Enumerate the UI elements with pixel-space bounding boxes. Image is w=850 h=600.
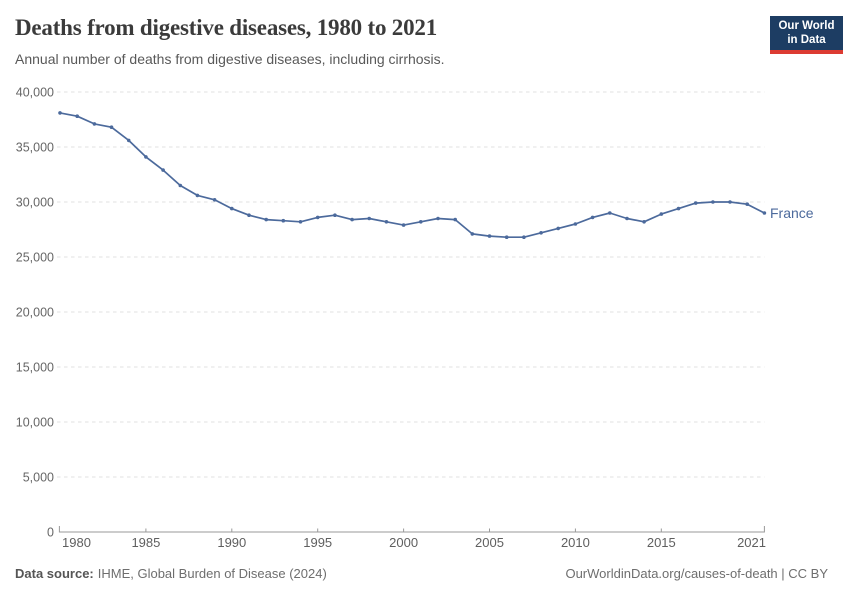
- data-point: [419, 220, 423, 224]
- data-point: [401, 223, 406, 227]
- data-point: [109, 125, 114, 129]
- data-point: [195, 193, 200, 198]
- data-point: [573, 222, 578, 226]
- x-axis-line: [58, 526, 765, 533]
- y-tick-label: 20,000: [16, 306, 54, 320]
- data-point: [126, 138, 131, 143]
- data-point: [367, 216, 372, 221]
- owid-logo-line1: Our World: [778, 20, 835, 32]
- france-series-line: [59, 112, 766, 239]
- chart-footer: Data source: IHME, Global Burden of Disea…: [15, 566, 828, 581]
- data-point: [590, 215, 595, 220]
- data-point: [693, 201, 698, 205]
- data-point: [178, 183, 183, 188]
- chart-subtitle: Annual number of deaths from digestive d…: [15, 51, 445, 67]
- data-point: [608, 211, 612, 215]
- owid-citation-link[interactable]: OurWorldinData.org/causes-of-death | CC …: [565, 566, 828, 581]
- data-point: [659, 212, 664, 216]
- y-tick-label: 5,000: [23, 471, 54, 485]
- x-tick-label: 1985: [131, 535, 160, 550]
- data-point: [75, 114, 79, 118]
- data-point: [556, 226, 560, 231]
- chart-title: Deaths from digestive diseases, 1980 to …: [15, 15, 437, 40]
- data-source-text: IHME, Global Burden of Disease (2024): [97, 566, 327, 581]
- data-point: [58, 111, 62, 115]
- x-tick-label: 2010: [561, 535, 590, 550]
- data-point: [144, 155, 148, 159]
- data-point: [745, 202, 749, 206]
- data-point: [247, 213, 251, 217]
- x-tick-label: 2000: [389, 535, 418, 550]
- data-point: [522, 235, 526, 239]
- y-tick-label: 0: [47, 526, 54, 540]
- data-point: [350, 217, 354, 222]
- data-source-label: Data source:: [15, 566, 94, 581]
- x-tick-label: 2005: [475, 535, 504, 550]
- x-tick-label: 1980: [62, 535, 91, 550]
- data-point: [436, 216, 440, 221]
- x-tick-label: 2021: [737, 535, 766, 550]
- data-point: [487, 234, 492, 238]
- x-tick-label: 1990: [217, 535, 246, 550]
- data-point: [315, 215, 320, 220]
- y-tick-label: 25,000: [16, 251, 54, 265]
- data-point: [711, 200, 715, 204]
- line-chart-plot-area: 0 5,000 10,000 15,000 20,000 25,000 30,000 35,0…: [16, 86, 767, 550]
- data-point: [298, 220, 303, 224]
- data-point: [504, 235, 509, 239]
- series-label-france[interactable]: France: [770, 205, 814, 221]
- data-point: [642, 220, 646, 224]
- y-tick-label: 40,000: [16, 86, 54, 100]
- data-point: [762, 211, 767, 215]
- data-point: [539, 231, 543, 235]
- data-point: [230, 206, 234, 211]
- data-point: [281, 218, 286, 223]
- owid-logo[interactable]: Our World in Data: [770, 16, 843, 55]
- y-tick-label: 10,000: [16, 416, 54, 430]
- data-point: [161, 168, 165, 172]
- x-tick-label: 2015: [647, 535, 676, 550]
- data-point: [625, 216, 629, 221]
- data-point: [676, 206, 681, 211]
- data-point: [333, 213, 337, 217]
- y-tick-label: 15,000: [16, 361, 54, 375]
- data-point: [470, 232, 475, 236]
- data-source-note: Data source: IHME, Global Burden of Disea…: [15, 566, 327, 581]
- data-point: [453, 217, 458, 222]
- data-point: [92, 122, 97, 126]
- data-point: [728, 200, 732, 204]
- data-point: [264, 217, 269, 222]
- owid-logo-line2: in Data: [787, 33, 826, 46]
- y-tick-label: 30,000: [16, 196, 54, 210]
- data-point: [384, 220, 389, 224]
- x-tick-label: 1995: [303, 535, 332, 550]
- data-point: [212, 198, 217, 202]
- y-tick-label: 35,000: [16, 141, 54, 155]
